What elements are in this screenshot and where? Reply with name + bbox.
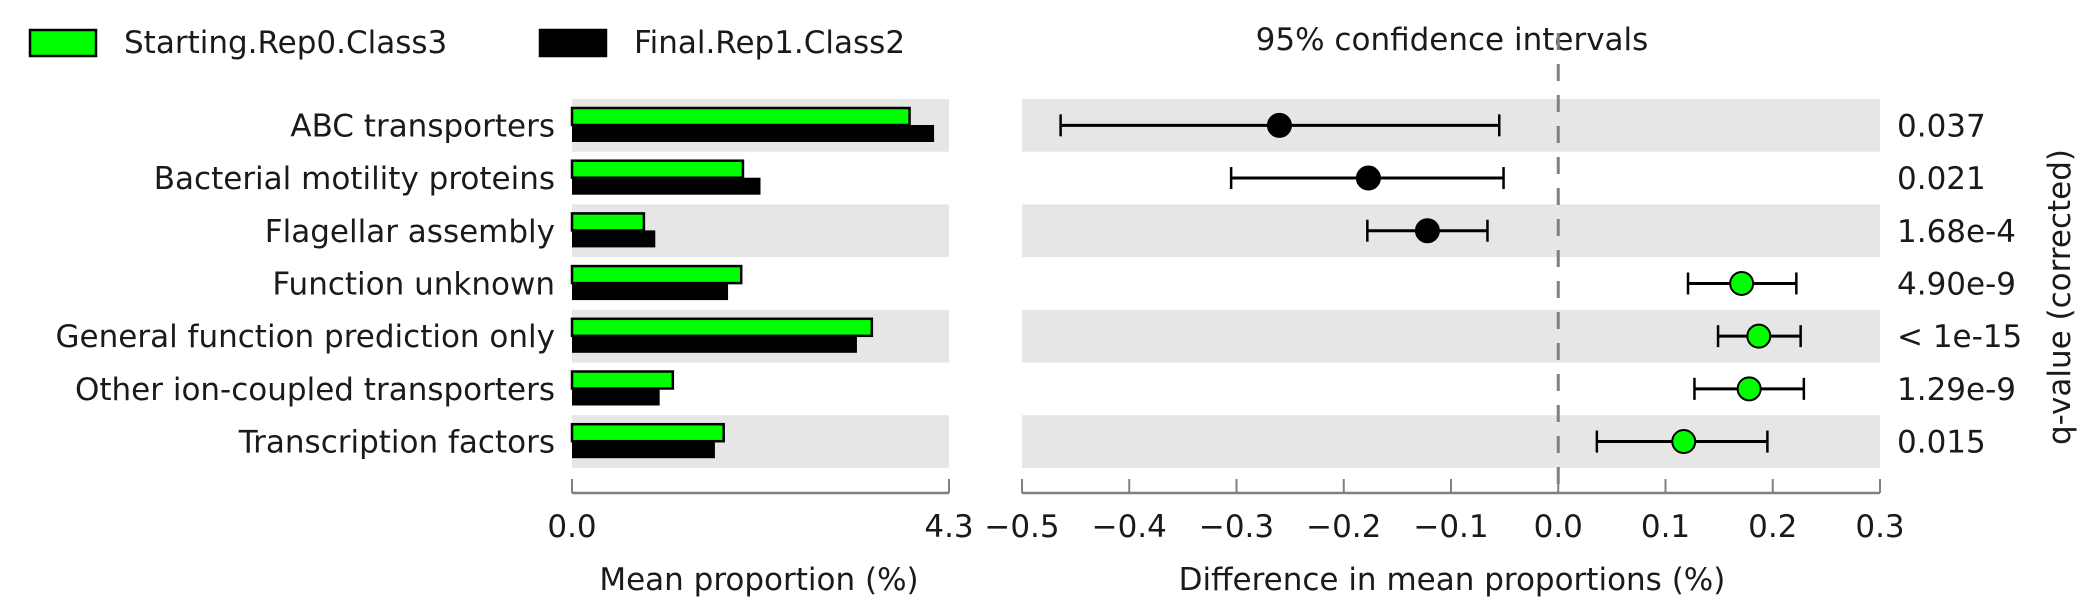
bar-final — [572, 125, 935, 142]
legend-swatch-starting — [28, 28, 98, 58]
q-value-labels: 0.037 0.021 1.68e-4 4.90e-9 < 1e-15 1.29e-9 0.… — [1897, 108, 2022, 460]
difference-point — [1671, 429, 1697, 455]
bar-final — [572, 335, 857, 353]
category-label: Transcription factors — [238, 425, 555, 461]
legend-label-final: Final.Rep1.Class2 — [634, 25, 905, 61]
bar-marks — [570, 106, 935, 459]
difference-point — [1729, 270, 1755, 296]
row-backgrounds — [572, 99, 1880, 468]
left-x-axis: 0.0 4.3 — [547, 479, 974, 545]
difference-point — [1414, 218, 1440, 244]
right-axis-tick-label: 0.3 — [1855, 509, 1904, 545]
q-value-label: 0.037 — [1897, 108, 1986, 144]
bar-starting — [570, 212, 646, 232]
right-axis-tick-label: −0.4 — [1092, 509, 1167, 545]
left-axis-tick-label: 4.3 — [924, 509, 973, 545]
right-axis-tick-label: −0.1 — [1413, 509, 1488, 545]
category-labels: ABC transporters Bacterial motility prote… — [56, 108, 555, 460]
bar-final — [572, 388, 660, 406]
category-label: Other ion-coupled transporters — [75, 372, 555, 408]
right-axis-tick-label: −0.2 — [1306, 509, 1381, 545]
q-value-label: 1.68e-4 — [1897, 214, 2016, 250]
category-label: General function prediction only — [56, 319, 555, 355]
bar-final — [572, 283, 729, 301]
bar-starting — [570, 422, 725, 443]
bar-starting — [570, 106, 911, 127]
bar-final — [572, 441, 715, 459]
bar-final — [572, 177, 761, 195]
category-label: Flagellar assembly — [265, 214, 555, 250]
category-label: ABC transporters — [290, 108, 555, 144]
legend-swatch-final — [538, 28, 608, 58]
q-value-label: 0.015 — [1897, 425, 1986, 461]
legend-label-starting: Starting.Rep0.Class3 — [124, 25, 447, 61]
bar-starting — [570, 159, 745, 179]
left-axis-tick-label: 0.0 — [547, 509, 596, 545]
right-axis-tick-label: −0.5 — [984, 509, 1059, 545]
q-value-label: 4.90e-9 — [1897, 266, 2016, 302]
bar-final — [572, 230, 656, 248]
confidence-interval-marks — [1059, 112, 1806, 455]
right-x-axis: −0.5 −0.4 −0.3 −0.2 −0.1 0.0 0.1 0.2 0.3 — [984, 479, 1905, 545]
q-value-label: < 1e-15 — [1897, 319, 2022, 355]
right-x-axis-label: Difference in mean proportions (%) — [1179, 562, 1726, 598]
right-axis-tick-label: 0.2 — [1748, 509, 1797, 545]
legend: Starting.Rep0.Class3 Final.Rep1.Class2 — [28, 25, 905, 61]
right-axis-tick-label: 0.1 — [1641, 509, 1690, 545]
ci-title: 95% confidence intervals — [1256, 22, 1649, 58]
category-label: Bacterial motility proteins — [154, 161, 555, 197]
difference-point — [1355, 165, 1381, 191]
difference-point — [1736, 376, 1762, 402]
right-axis-tick-label: −0.3 — [1199, 509, 1274, 545]
difference-point — [1746, 323, 1772, 349]
q-value-label: 1.29e-9 — [1897, 372, 2016, 408]
q-value-axis-label: q-value (corrected) — [2042, 149, 2078, 445]
difference-point — [1266, 112, 1292, 138]
bar-starting — [570, 370, 675, 390]
bar-starting — [570, 264, 743, 285]
bar-starting — [570, 317, 874, 338]
right-axis-tick-label: 0.0 — [1534, 509, 1583, 545]
category-label: Function unknown — [272, 266, 555, 302]
q-value-label: 0.021 — [1897, 161, 1986, 197]
left-x-axis-label: Mean proportion (%) — [599, 562, 918, 598]
